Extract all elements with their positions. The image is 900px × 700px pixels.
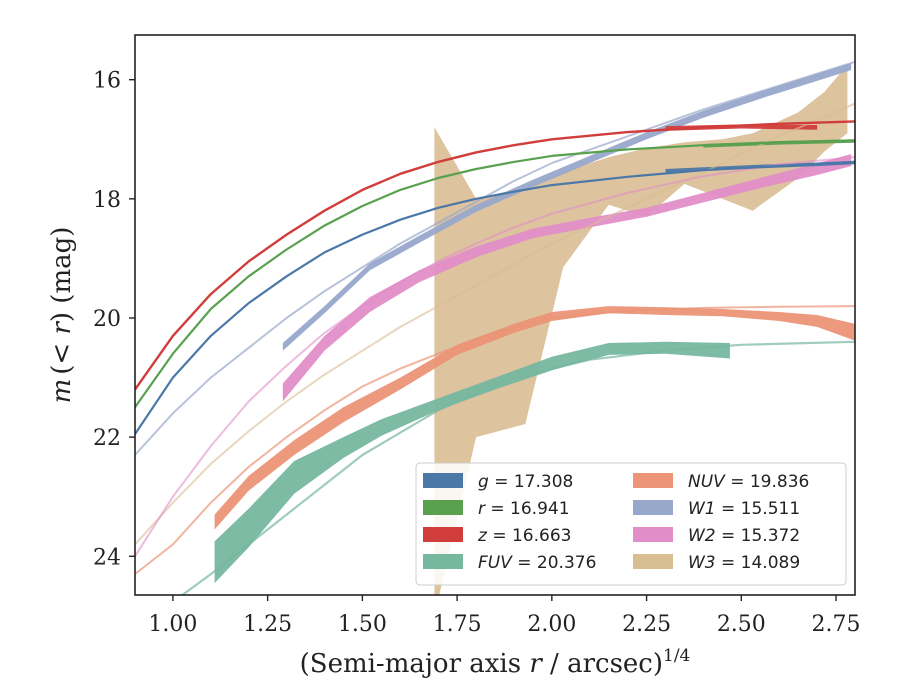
model-curves [135, 60, 855, 595]
legend-swatch-g [423, 473, 463, 488]
y-tick-label: 18 [93, 188, 121, 213]
legend-swatch-w2 [633, 527, 673, 542]
x-tick-label: 2.25 [622, 612, 671, 637]
legend-swatch-w1 [633, 500, 673, 515]
x-tick-label: 2.00 [527, 612, 576, 637]
model-line-z [135, 120, 855, 391]
legend-swatch-z [423, 527, 463, 542]
model-line-nuv [135, 305, 855, 575]
x-tick-label: 1.25 [243, 612, 292, 637]
legend-label-w3: W3 = 14.089 [688, 553, 800, 573]
band-w3 [434, 64, 848, 595]
legend-label-fuv: FUV = 20.376 [478, 553, 596, 573]
x-tick-label: 2.75 [812, 612, 861, 637]
x-tick-label: 2.50 [717, 612, 766, 637]
model-line-fuv [180, 340, 855, 595]
legend-swatch-nuv [633, 473, 673, 488]
x-axis-label: (Semi-major axis r / arcsec)1/4 [300, 646, 691, 679]
legend-label-nuv: NUV = 19.836 [688, 472, 809, 492]
legend-swatch-w3 [633, 554, 673, 569]
band-w2 [282, 154, 852, 402]
model-line-w2 [135, 156, 855, 557]
legend-label-w2: W2 = 15.372 [688, 526, 800, 546]
y-tick-label: 24 [93, 545, 121, 570]
model-line-g [135, 160, 855, 435]
legend-label-r: r = 16.941 [478, 499, 570, 519]
x-tick-label: 1.00 [148, 612, 197, 637]
y-axis-label: m(< r) (mag) [47, 227, 77, 404]
legend-label-w1: W1 = 15.511 [688, 499, 800, 519]
legend-swatch-r [423, 500, 463, 515]
plot-area [135, 60, 855, 595]
axes-frame [134, 34, 856, 596]
x-tick-label: 1.50 [338, 612, 387, 637]
legend-label-z: z = 16.663 [477, 526, 571, 546]
band-nuv [214, 306, 855, 530]
x-tick-label: 1.75 [433, 612, 482, 637]
model-line-w1 [135, 60, 855, 456]
x-axis-ticks: 1.00 1.25 1.50 1.75 2.00 2.25 2.50 2.75 [148, 595, 861, 637]
y-tick-label: 16 [93, 69, 121, 94]
legend: g = 17.308 r = 16.941 z = 16.663 FUV = 20.3… [415, 462, 847, 586]
y-tick-label: 22 [93, 426, 121, 451]
legend-label-g: g = 17.308 [478, 472, 573, 492]
model-line-w3 [135, 102, 855, 546]
y-axis-ticks: 16 18 20 22 24 [93, 69, 135, 570]
model-line-r [135, 139, 855, 408]
legend-box [415, 462, 847, 586]
band-fuv [214, 341, 730, 584]
legend-swatch-fuv [423, 554, 463, 569]
band-z [665, 124, 818, 131]
y-tick-label: 20 [93, 307, 121, 332]
